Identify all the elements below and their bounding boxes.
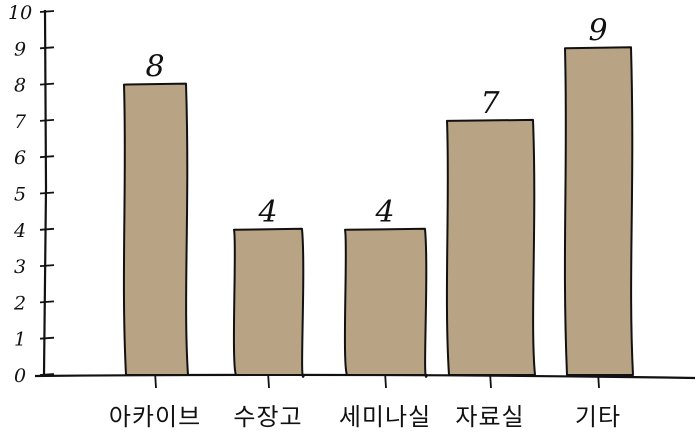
data-label-1: 8	[145, 50, 164, 85]
y-tick-label: 2	[13, 292, 26, 314]
data-label-3: 4	[374, 195, 394, 230]
y-axis-line	[42, 9, 48, 376]
y-tick-mark	[39, 336, 55, 340]
y-tick-label: 8	[14, 75, 26, 97]
y-tick-label: 7	[14, 111, 27, 133]
value-labels: 8 4 4 7 9	[145, 13, 607, 230]
y-tick-label: 1	[14, 329, 26, 351]
bars	[122, 46, 634, 378]
category-label-3: 세미나실	[339, 403, 431, 431]
category-label-1: 아카이브	[109, 403, 201, 431]
y-tick-mark	[39, 119, 55, 122]
category-labels: 아카이브 수장고 세미나실 자료실 기타	[109, 403, 621, 431]
y-tick-mark	[39, 300, 55, 304]
bar-2	[232, 227, 305, 378]
y-tick-mark	[39, 373, 55, 376]
bar-1	[122, 82, 189, 376]
y-tick-label: 10	[8, 2, 32, 24]
data-label-4: 7	[480, 86, 500, 121]
bar-3	[343, 227, 428, 378]
bar-5	[563, 46, 634, 376]
y-tick-mark	[39, 264, 55, 267]
category-label-2: 수장고	[233, 403, 302, 431]
y-tick-mark	[39, 155, 55, 159]
category-label-4: 자료실	[455, 403, 524, 431]
y-tick-label: 0	[14, 365, 26, 387]
y-tick-mark	[39, 227, 55, 231]
data-label-5: 9	[588, 13, 607, 48]
y-tick-label: 3	[14, 256, 26, 278]
y-tick-mark	[39, 46, 55, 50]
y-tick-label: 6	[14, 147, 26, 169]
y-tick-label: 9	[14, 38, 26, 60]
y-tick-mark	[39, 10, 55, 13]
category-label-5: 기타	[575, 403, 621, 431]
y-tick-label: 5	[14, 184, 26, 206]
data-label-2: 4	[257, 195, 277, 230]
y-tick-label: 4	[13, 220, 26, 242]
y-tick-mark	[39, 82, 55, 86]
y-tick-mark	[39, 191, 55, 195]
bar-4	[445, 118, 536, 376]
